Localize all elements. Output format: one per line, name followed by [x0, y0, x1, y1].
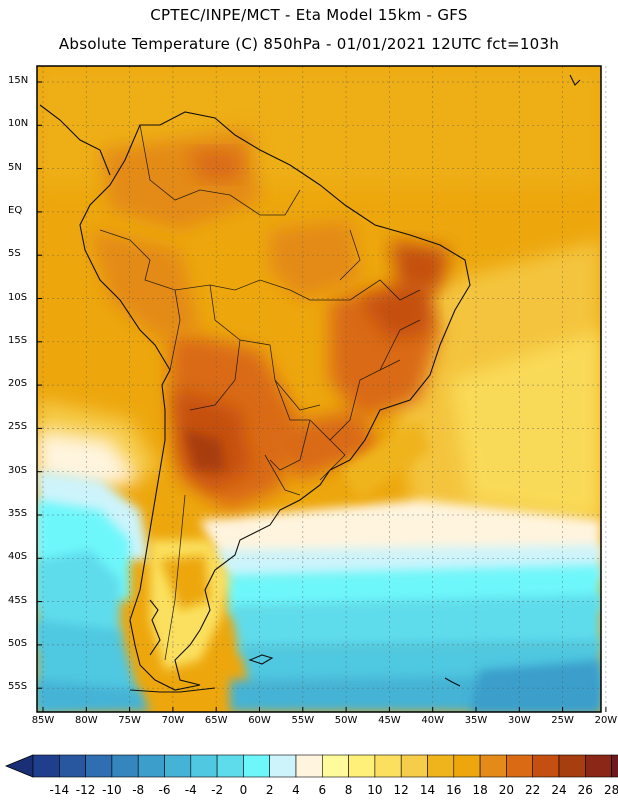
colorbar-tick-label: 28 — [603, 783, 618, 797]
colorbar-swatch — [532, 754, 560, 778]
lat-tick-label: 5S — [8, 248, 21, 260]
colorbar-tick-label: -8 — [132, 783, 145, 797]
lon-tick-label: 85W — [31, 715, 55, 726]
colorbar-tick-label: -4 — [184, 783, 197, 797]
colorbar-tick-label: 6 — [318, 783, 327, 797]
lon-tick-label: 40W — [421, 715, 444, 726]
colorbar-tick-label: 20 — [498, 783, 515, 797]
colorbar-swatch — [558, 754, 586, 778]
colorbar-swatch — [32, 754, 60, 778]
colorbar-swatch — [58, 754, 86, 778]
colorbar-swatch — [137, 754, 165, 778]
colorbar-swatch — [479, 754, 507, 778]
colorbar-swatch — [295, 754, 323, 778]
colorbar-swatch — [427, 754, 455, 778]
colorbar-tick-label: 14 — [419, 783, 436, 797]
lat-tick-label: 50S — [8, 637, 28, 649]
colorbar-tick-label: -6 — [158, 783, 171, 797]
colorbar-swatch — [611, 754, 618, 778]
lon-tick-label: 45W — [378, 715, 401, 726]
country-borders — [99, 124, 421, 661]
colorbar-tick-label: 8 — [344, 783, 353, 797]
colorbar-tick-label: 26 — [577, 783, 593, 797]
colorbar-swatch — [453, 754, 481, 778]
colorbar-swatch — [348, 754, 376, 778]
lat-tick-label: 55S — [8, 681, 28, 693]
colorbar-tick-label: 24 — [551, 783, 567, 797]
colorbar-tick-label: 10 — [367, 783, 383, 797]
gridlines — [37, 66, 607, 712]
colorbar-under-arrow — [4, 754, 34, 778]
lat-tick-label: 10N — [8, 118, 29, 130]
colorbar-swatch — [321, 754, 349, 778]
lat-tick-label: 20S — [8, 378, 28, 390]
lat-tick-label: 10S — [8, 291, 28, 303]
colorbar-tick-label: 22 — [525, 783, 541, 797]
lon-tick-label: 35W — [464, 715, 488, 726]
lon-tick-label: 50W — [334, 715, 358, 726]
colorbar-swatch — [243, 754, 270, 778]
colorbar-swatch — [400, 754, 428, 778]
lat-tick-label: 45S — [8, 594, 28, 606]
colorbar-swatch — [216, 754, 244, 778]
colorbar-swatch — [584, 754, 612, 778]
colorbar-tick-label: 12 — [393, 783, 409, 797]
colorbar-tick-label: -2 — [211, 783, 224, 797]
lon-tick-label: 25W — [551, 715, 574, 726]
lat-tick-label: EQ — [8, 204, 23, 216]
lon-tick-label: 80W — [74, 715, 98, 726]
chart-subtitle: Absolute Temperature (C) 850hPa - 01/01/… — [58, 35, 560, 53]
lat-tick-label: 30S — [8, 464, 28, 476]
lat-tick-label: 5N — [8, 161, 22, 173]
colorbar-tick-label: 0 — [239, 783, 248, 797]
lon-tick-label: 55W — [291, 715, 315, 726]
lat-tick-label: 40S — [8, 551, 28, 563]
colorbar-swatch — [190, 754, 218, 778]
map-frame — [36, 65, 602, 713]
colorbar-tick-label: -12 — [75, 783, 96, 797]
lon-tick-label: 65W — [204, 715, 228, 726]
coastlines — [39, 74, 581, 693]
lon-tick-label: 60W — [248, 715, 271, 726]
lat-tick-label: 15S — [8, 334, 28, 346]
colorbar-swatch — [269, 754, 297, 778]
lon-tick-label: 30W — [507, 715, 531, 726]
lon-tick-label: 70W — [161, 715, 185, 726]
chart-title: CPTEC/INPE/MCT - Eta Model 15km - GFS — [150, 6, 468, 24]
colorbar-swatch — [111, 754, 139, 778]
colorbar-tick-label: -10 — [102, 783, 122, 797]
temperature-field — [37, 66, 601, 712]
colorbar-swatch — [85, 754, 113, 778]
colorbar — [4, 754, 618, 778]
colorbar-swatch — [506, 754, 533, 778]
lon-tick-label: 75W — [118, 715, 141, 726]
colorbar-tick-label: 2 — [265, 783, 274, 797]
colorbar-tick-label: -14 — [49, 783, 70, 797]
colorbar-tick-label: 16 — [446, 783, 462, 797]
lat-tick-label: 25S — [8, 421, 28, 433]
colorbar-tick-label: 4 — [292, 783, 300, 797]
lat-tick-label: 15N — [8, 75, 29, 86]
colorbar-tick-label: 18 — [472, 783, 488, 797]
lon-tick-label: 20W — [594, 715, 618, 726]
lat-tick-label: 35S — [8, 508, 28, 519]
colorbar-swatch — [164, 754, 192, 778]
colorbar-swatch — [374, 754, 402, 778]
